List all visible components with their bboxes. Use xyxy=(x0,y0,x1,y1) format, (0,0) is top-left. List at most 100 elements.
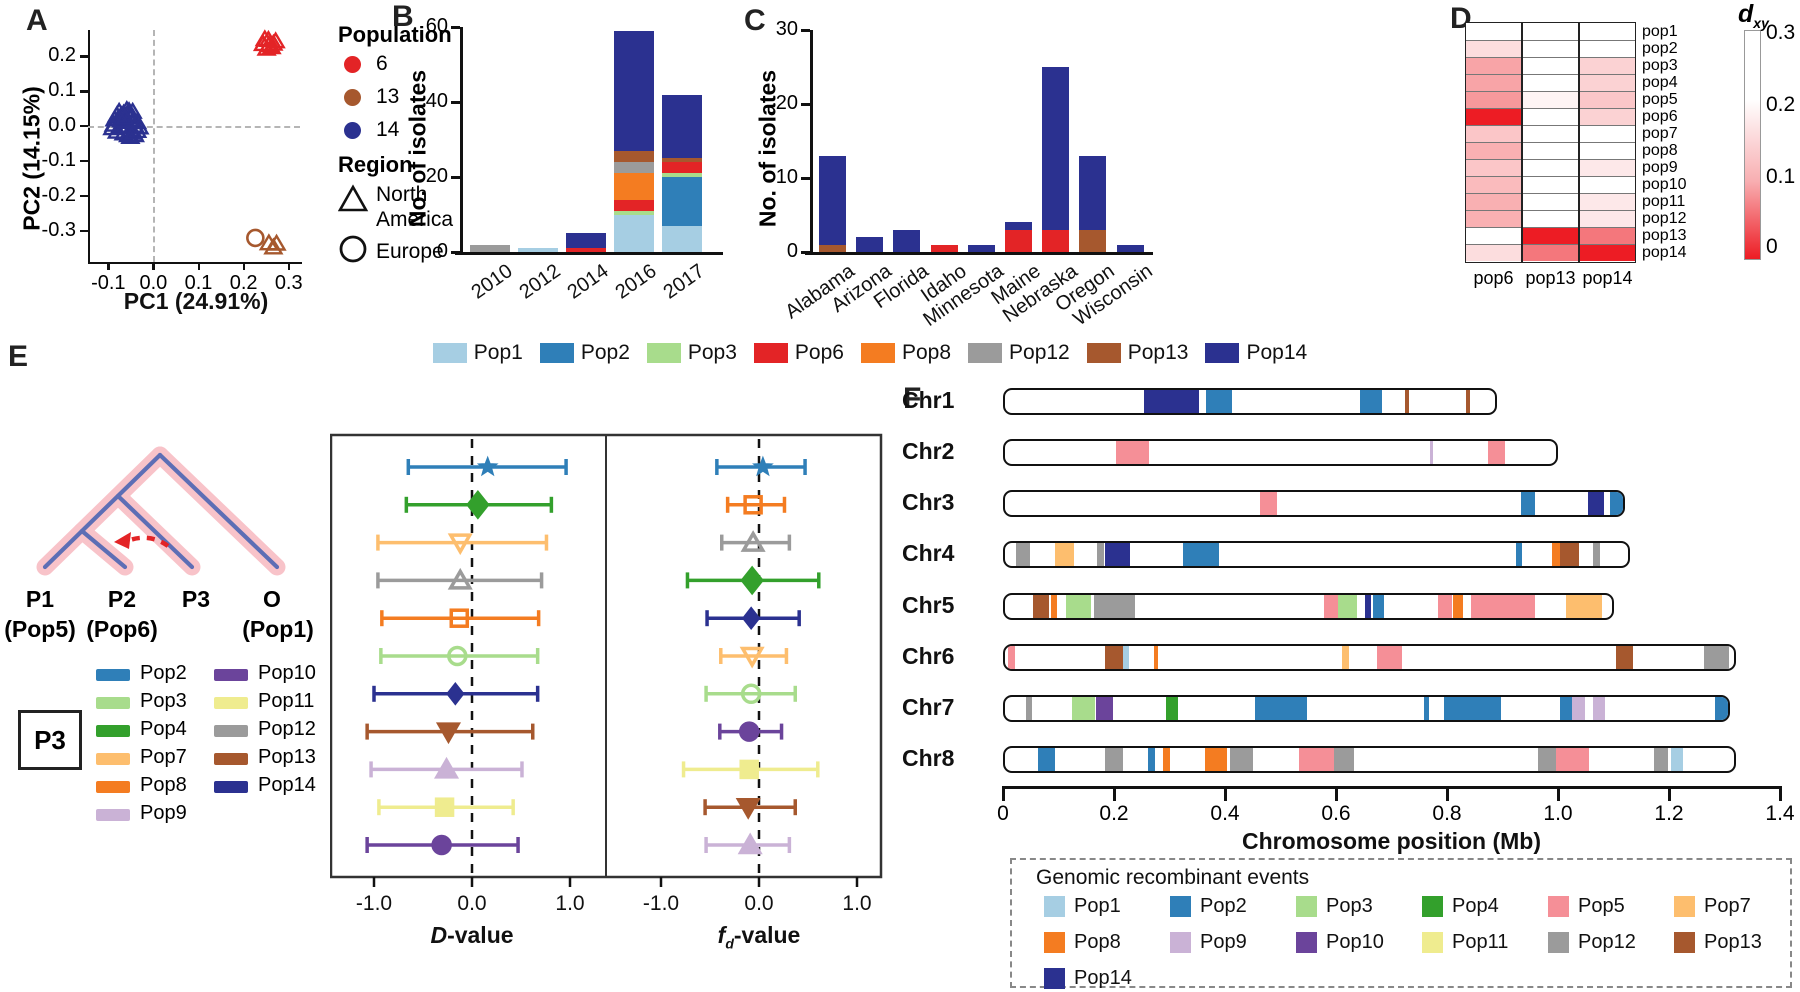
dxy-cell-pop12-pop13 xyxy=(1523,210,1578,227)
Pop3-swatch-icon xyxy=(1296,896,1317,917)
bar-segment-Pop14 xyxy=(1078,155,1106,230)
Pop7-swatch-icon xyxy=(96,753,130,765)
pca-y-tick-label: 0.0 xyxy=(48,113,76,136)
recombinant-segment-Pop8 xyxy=(1163,747,1170,771)
dxy-cell-pop6-pop6 xyxy=(1466,108,1521,125)
pca-point-Pop14 xyxy=(122,101,143,119)
legend-label: Pop12 xyxy=(1009,341,1070,364)
heatmap-row-label: pop8 xyxy=(1642,142,1678,159)
bar-y-tick-label: 0 xyxy=(436,240,448,262)
svg-text:-1.0: -1.0 xyxy=(356,892,392,910)
recombinant-segment-Pop8 xyxy=(1453,594,1463,618)
colorbar-tick-label: 0.2 xyxy=(1766,93,1796,116)
recombinant-segment-Pop12 xyxy=(1537,747,1556,771)
recombinant-segment-Pop7 xyxy=(1342,645,1350,669)
recombinant-segment-Pop9 xyxy=(1429,440,1434,464)
dxy-cell-pop2-pop13 xyxy=(1523,40,1578,57)
bar-y-tick xyxy=(451,176,460,179)
recombinant-segment-Pop1 xyxy=(1671,747,1684,771)
bar-segment-Pop14 xyxy=(662,94,702,159)
pca-region-legend-title: Region xyxy=(338,152,413,177)
dxy-cell-pop9-pop6 xyxy=(1466,159,1521,176)
dxy-cell-pop4-pop14 xyxy=(1580,74,1635,91)
chromosome-bar-Chr2 xyxy=(1003,438,1558,466)
heatmap-row-label: pop11 xyxy=(1642,193,1686,210)
bar-segment-Pop14 xyxy=(892,229,920,252)
triangle-region-icon xyxy=(338,184,369,212)
panel-e-letter: E xyxy=(8,340,29,373)
region-legend-label: North America xyxy=(376,183,454,231)
bar-segment-Pop1 xyxy=(614,214,654,252)
recombinant-segment-Pop2 xyxy=(1424,696,1429,720)
Pop4-swatch-icon xyxy=(1422,896,1443,917)
bar-y-tick xyxy=(801,103,810,106)
Pop2-swatch-icon xyxy=(96,669,130,681)
population-legend-row: Pop1 Pop2 Pop3 Pop6 Pop8 Pop12 Pop13 Pop14 xyxy=(432,341,1307,365)
bar-segment-Pop13 xyxy=(662,158,702,162)
bar-segment-Pop1 xyxy=(518,248,558,252)
recombinant-segment-Pop8 xyxy=(1153,645,1159,669)
recombinant-segment-Pop12 xyxy=(1016,542,1030,566)
introgression-arrow xyxy=(129,535,170,548)
bar-segment-Pop6 xyxy=(662,162,702,174)
recombinant-legend-label: Pop4 xyxy=(1452,895,1499,917)
dxy-cell-pop7-pop6 xyxy=(1466,125,1521,142)
heatmap-row-label: pop1 xyxy=(1642,23,1678,40)
Pop9-swatch-icon xyxy=(96,809,130,821)
dxy-cell-pop4-pop13 xyxy=(1523,74,1578,91)
Pop8-swatch-icon xyxy=(860,343,895,363)
Pop13-swatch-icon xyxy=(1086,343,1121,363)
recombinant-segment-Pop2 xyxy=(1254,696,1308,720)
Pop13-swatch-icon xyxy=(214,753,248,765)
position-axis-tick-label: 1.4 xyxy=(1765,802,1795,825)
heatmap-row-label: pop4 xyxy=(1642,74,1678,91)
heatmap-col-label: pop14 xyxy=(1582,268,1633,288)
pca-plot: -0.1 0.0 0.1 0.2 0.3 0.2 0.1 0.0 -0.1 -0.2 -0.3 Pop… xyxy=(0,0,480,330)
population-color-dot-icon xyxy=(344,89,361,106)
pca-zero-vline xyxy=(153,30,156,262)
recombinant-segment-Pop5 xyxy=(1324,594,1338,618)
chromosome-label: Chr1 xyxy=(902,387,955,413)
tree-tip-population: (Pop5) xyxy=(4,616,76,642)
recombinant-segment-Pop14 xyxy=(1587,491,1605,515)
recombinant-legend-label: Pop1 xyxy=(1074,895,1121,917)
panel-b-letter: B xyxy=(392,0,414,33)
population-color-dot-icon xyxy=(344,56,361,73)
region-legend-label: Europe xyxy=(376,240,444,263)
Pop1-swatch-icon xyxy=(1044,896,1065,917)
bar-segment-Pop12 xyxy=(470,244,510,252)
heatmap-row-label: pop6 xyxy=(1642,108,1678,125)
recombinant-segment-Pop2 xyxy=(1182,542,1219,566)
recombinant-segment-Pop5 xyxy=(1299,747,1334,771)
population-legend-item: Pop1 xyxy=(432,341,523,365)
d-value-axis-title: D-value xyxy=(430,922,514,948)
pca-point-Pop14 xyxy=(127,112,148,130)
pca-y-tick-label: 0.1 xyxy=(48,79,76,102)
dxy-cell-pop12-pop6 xyxy=(1466,210,1521,227)
dxy-cell-pop1-pop13 xyxy=(1523,23,1578,40)
bar-y-tick-label: 20 xyxy=(425,165,448,187)
recombinant-segment-Pop12 xyxy=(1026,696,1032,720)
recombinant-segment-Pop13 xyxy=(1560,542,1580,566)
position-axis-tick-label: 0.4 xyxy=(1210,802,1240,825)
bar-segment-Pop14 xyxy=(1041,67,1069,230)
pca-y-tick-label: -0.3 xyxy=(41,218,76,241)
bar-segment-Pop6 xyxy=(566,248,606,252)
recombinant-segment-Pop2 xyxy=(1610,491,1623,515)
position-axis-line xyxy=(1003,786,1780,789)
recombinant-segment-Pop14 xyxy=(1143,389,1200,413)
isolates-by-state-chart: 0 10 20 30 Alabama Arizona Florida Idaho Minneso… xyxy=(0,0,1200,340)
bar-segment-Pop2 xyxy=(662,177,702,226)
Pop3-swatch-icon xyxy=(646,343,681,363)
bar-y-axis xyxy=(810,30,813,254)
pca-x-tick xyxy=(242,262,246,270)
population-legend-item: Pop6 xyxy=(753,341,844,365)
recombinant-segment-Pop5 xyxy=(1437,594,1452,618)
dxy-colorbar-title: dxy xyxy=(1738,0,1769,31)
bar-segment-Pop14 xyxy=(614,30,654,151)
recombinant-legend-label: Pop7 xyxy=(1704,895,1751,917)
population-legend-label: 6 xyxy=(376,52,388,75)
p3-legend-label: Pop8 xyxy=(140,774,187,796)
pca-point-Pop13 xyxy=(246,228,265,248)
dxy-cell-pop4-pop6 xyxy=(1466,74,1521,91)
